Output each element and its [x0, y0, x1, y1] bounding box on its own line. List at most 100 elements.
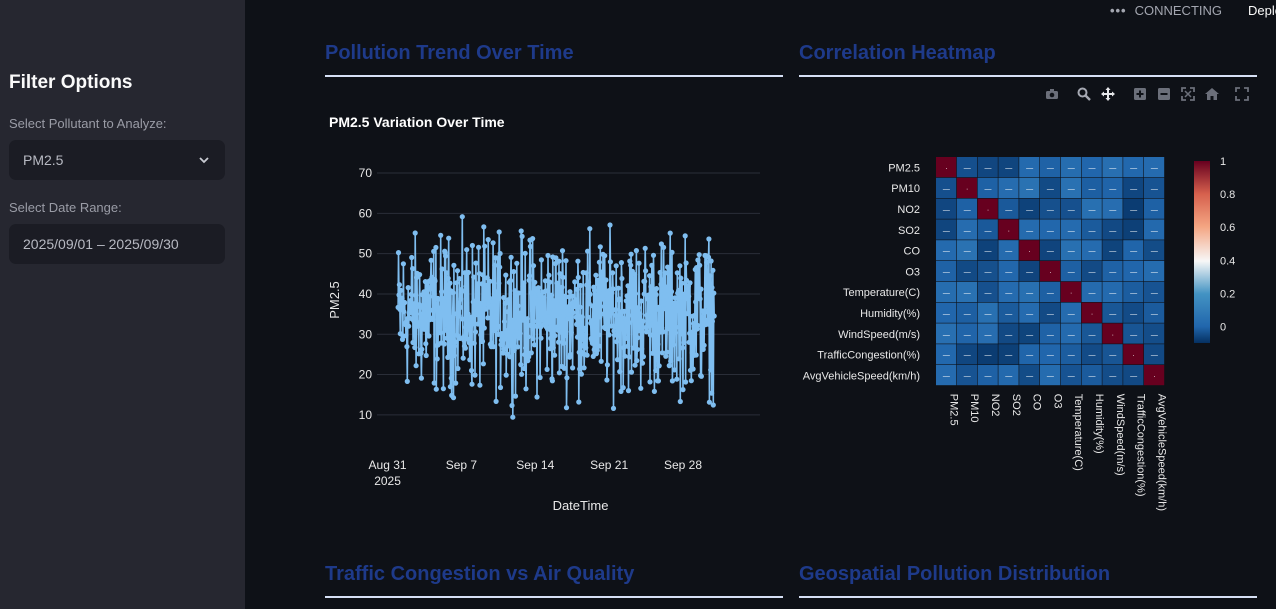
zoom-out-icon[interactable] [1152, 84, 1176, 104]
data-point [624, 298, 629, 303]
data-point [498, 385, 503, 390]
heatmap-cell-label: · [945, 165, 947, 172]
heatmap-cell-label: — [1130, 249, 1137, 256]
data-point [412, 301, 417, 306]
colorbar-tick-label: 0 [1220, 321, 1226, 333]
camera-icon[interactable] [1040, 84, 1064, 104]
data-point [680, 281, 685, 286]
data-point [666, 326, 671, 331]
data-point [677, 263, 682, 268]
data-point [521, 280, 526, 285]
data-point [491, 303, 496, 308]
zoom-icon[interactable] [1072, 84, 1096, 104]
data-point [638, 386, 643, 391]
data-point [547, 280, 552, 285]
data-point [475, 312, 480, 317]
data-point [504, 328, 509, 333]
deploy-button[interactable]: Deploy [1248, 3, 1276, 18]
heatmap-cell-label: — [1089, 165, 1096, 172]
data-point [599, 270, 604, 275]
date-range-input[interactable]: 2025/09/01 – 2025/09/30 [9, 224, 225, 264]
data-point [476, 245, 481, 250]
y-tick-label: 50 [359, 247, 373, 261]
data-point [551, 298, 556, 303]
data-point [471, 275, 476, 280]
heatmap-cell-label: — [1047, 186, 1054, 193]
data-point [531, 336, 536, 341]
data-point [523, 251, 528, 256]
data-point [622, 309, 627, 314]
heatmap-col-label: Humidity(%) [1093, 394, 1105, 454]
data-point [698, 287, 703, 292]
heatmap-cell-label: · [1132, 353, 1134, 360]
data-point [583, 326, 588, 331]
pollutant-select[interactable]: PM2.5 [9, 140, 225, 180]
data-point [447, 281, 452, 286]
data-point [653, 368, 658, 373]
heatmap-row-label: NO2 [897, 204, 920, 216]
data-point [664, 285, 669, 290]
heatmap-row-label: AvgVehicleSpeed(km/h) [803, 370, 920, 382]
data-point [646, 292, 651, 297]
heatmap-cell-label: — [1109, 186, 1116, 193]
data-point [434, 387, 439, 392]
data-point [633, 363, 638, 368]
data-point [413, 293, 418, 298]
data-point [401, 309, 406, 314]
data-point [711, 402, 716, 407]
data-point [507, 354, 512, 359]
data-point [603, 312, 608, 317]
data-point [584, 270, 589, 275]
data-point [598, 244, 603, 249]
heatmap-cell-label: · [1008, 228, 1010, 235]
heatmap-cell-label: — [943, 228, 950, 235]
reset-axes-icon[interactable] [1200, 84, 1224, 104]
data-point [479, 301, 484, 306]
data-point [674, 377, 679, 382]
heatmap-cell-label: — [1151, 186, 1158, 193]
data-point [552, 308, 557, 313]
data-point [678, 399, 683, 404]
heatmap-cell-label: — [964, 290, 971, 297]
more-icon[interactable]: ••• [1110, 3, 1127, 18]
heatmap-cell-label: — [1068, 186, 1075, 193]
data-point [442, 341, 447, 346]
data-point [689, 378, 694, 383]
heatmap-cell-label: — [985, 165, 992, 172]
zoom-in-icon[interactable] [1128, 84, 1152, 104]
data-point [558, 330, 563, 335]
heatmap-cell-label: — [1130, 311, 1137, 318]
data-point [561, 341, 566, 346]
data-point [574, 315, 579, 320]
data-point [614, 263, 619, 268]
data-point [586, 280, 591, 285]
data-point [577, 366, 582, 371]
data-point [590, 341, 595, 346]
data-point [648, 332, 653, 337]
correlation-heatmap[interactable]: · — — — — — — — — — — PM2.5 PM2.5 — · — — — — — — — — — PM10 PM10… [790, 150, 1250, 540]
data-point [625, 344, 630, 349]
heatmap-cell-label: · [1049, 269, 1051, 276]
data-point [706, 236, 711, 241]
data-point [516, 303, 521, 308]
data-point [704, 260, 709, 265]
data-point [632, 272, 637, 277]
data-point [518, 362, 523, 367]
heatmap-cell-label: — [964, 373, 971, 380]
data-point [491, 344, 496, 349]
pan-icon[interactable] [1096, 84, 1120, 104]
data-point [510, 415, 515, 420]
data-point [469, 315, 474, 320]
data-point [556, 259, 561, 264]
heatmap-cell-label: · [1091, 311, 1093, 318]
data-point [679, 301, 684, 306]
line-chart[interactable]: 10 20 30 40 50 60 70 Aug 31 2025 Sep 7 Sep 14 Sep 2… [320, 160, 780, 520]
heatmap-cell-label: — [943, 373, 950, 380]
heatmap-col-label: SO2 [1010, 394, 1022, 416]
data-point [460, 214, 465, 219]
data-point [656, 378, 661, 383]
heatmap-col-label: Temperature(C) [1072, 394, 1084, 471]
data-point [710, 268, 715, 273]
fullscreen-icon[interactable] [1230, 84, 1254, 104]
autoscale-icon[interactable] [1176, 84, 1200, 104]
